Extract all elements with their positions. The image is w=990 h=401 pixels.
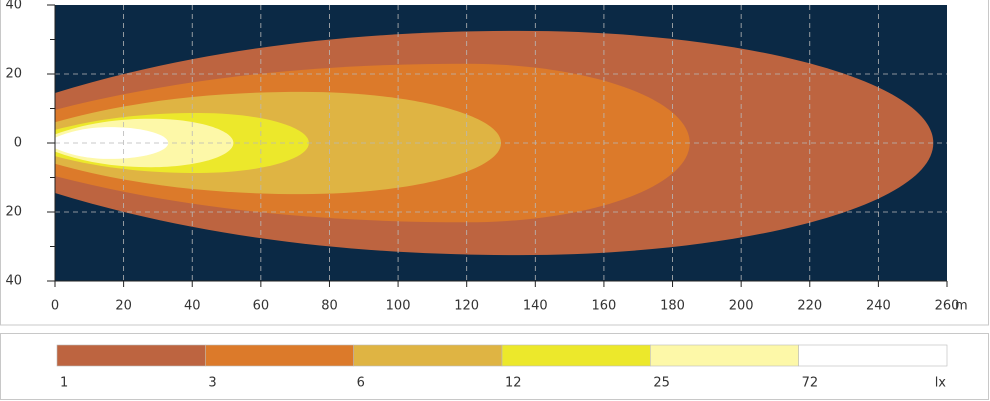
legend-label: 12 bbox=[505, 376, 522, 391]
x-tick-label: 260 bbox=[935, 299, 960, 314]
y-tick-label: 20 bbox=[5, 205, 22, 220]
x-tick-label: 140 bbox=[523, 299, 548, 314]
x-tick-label: 100 bbox=[386, 299, 411, 314]
legend-swatch bbox=[353, 344, 503, 367]
x-tick-label: 220 bbox=[797, 299, 822, 314]
legend-swatch bbox=[501, 344, 651, 367]
y-tick-label: 0 bbox=[14, 136, 22, 151]
x-tick-label: 20 bbox=[115, 299, 132, 314]
legend-panel bbox=[0, 333, 989, 400]
legend-label: 6 bbox=[357, 376, 365, 391]
x-tick-label: 180 bbox=[660, 299, 685, 314]
x-tick-label: 80 bbox=[321, 299, 338, 314]
x-tick-label: 160 bbox=[592, 299, 617, 314]
legend-label: 1 bbox=[60, 376, 68, 391]
legend-swatch bbox=[56, 344, 206, 367]
y-tick-label: 20 bbox=[5, 67, 22, 82]
legend-label: 25 bbox=[653, 376, 670, 391]
y-tick-label: 40 bbox=[5, 0, 22, 13]
legend-swatch bbox=[798, 344, 948, 367]
x-tick-label: 0 bbox=[51, 299, 59, 314]
legend-swatch bbox=[650, 344, 799, 367]
legend-unit: lx bbox=[935, 376, 947, 391]
legend-swatch bbox=[205, 344, 354, 367]
x-tick-label: 200 bbox=[729, 299, 754, 314]
x-tick-label: 120 bbox=[454, 299, 479, 314]
y-tick-label: 40 bbox=[5, 274, 22, 289]
x-tick-label: 60 bbox=[253, 299, 270, 314]
plot-panel bbox=[0, 0, 989, 326]
legend-label: 3 bbox=[208, 376, 216, 391]
x-unit: m bbox=[955, 299, 968, 314]
x-tick-label: 40 bbox=[184, 299, 201, 314]
legend-label: 72 bbox=[802, 376, 819, 391]
x-tick-label: 240 bbox=[866, 299, 891, 314]
